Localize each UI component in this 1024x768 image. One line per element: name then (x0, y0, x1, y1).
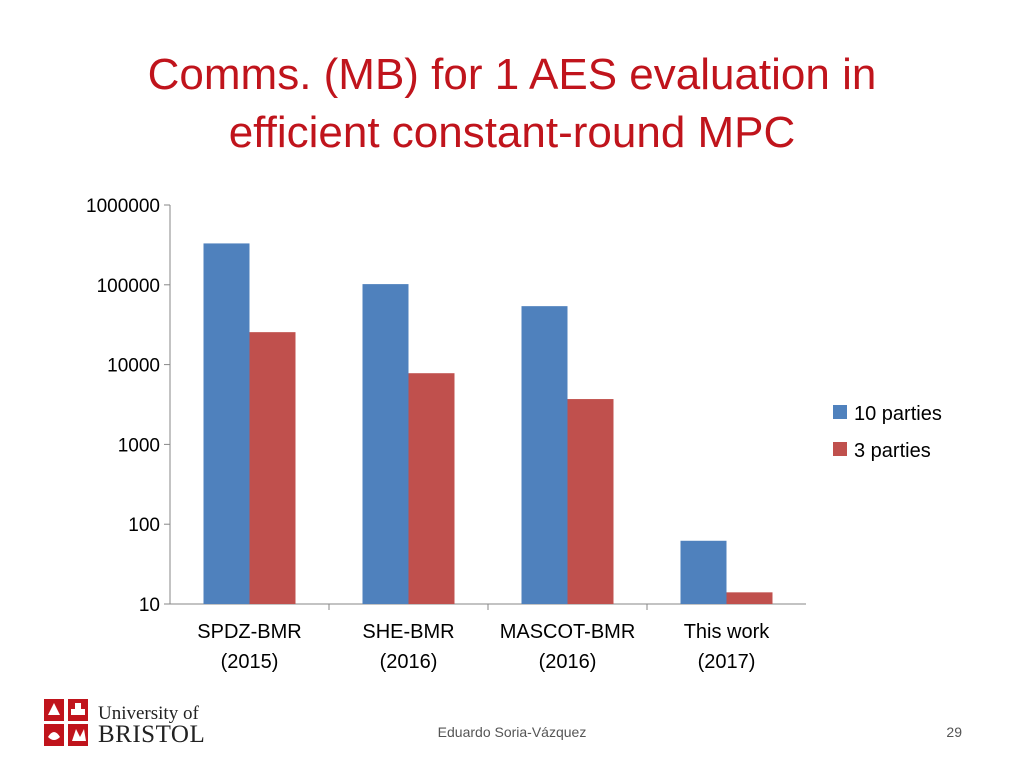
y-tick-label: 10000 (107, 356, 160, 377)
slide-title-line-1: Comms. (MB) for 1 AES evaluation in (147, 50, 877, 99)
legend-swatch (833, 405, 847, 419)
x-category-label: SHE-BMR (362, 621, 454, 643)
y-tick-label: 1000000 (86, 196, 160, 217)
legend-swatch (833, 442, 847, 456)
page-number: 29 (946, 724, 962, 740)
bar (680, 540, 727, 604)
y-tick-label: 10 (139, 595, 160, 616)
bar (726, 592, 773, 604)
chart-legend: 10 parties 3 parties (833, 403, 942, 462)
y-tick-label: 1000 (118, 435, 160, 456)
x-category-label: MASCOT-BMR (500, 621, 636, 643)
y-tick-label: 100 (128, 515, 160, 536)
footer-author: Eduardo Soria-Vázquez (437, 724, 587, 740)
bar (408, 373, 455, 604)
x-category-label: (2015) (221, 651, 279, 673)
bristol-crest-icon (44, 699, 88, 746)
chart-y-tick-labels: 10 100 1000 10000 100000 1000000 (86, 196, 160, 616)
bar-chart: 10 100 1000 10000 100000 1000000 SPDZ-BMR (201… (86, 196, 942, 673)
logo-text-bristol: BRISTOL (98, 721, 206, 748)
bar (362, 284, 409, 604)
slide-title-line-2: efficient constant-round MPC (228, 108, 796, 157)
legend-label: 3 parties (854, 440, 931, 462)
slide-title: Comms. (MB) for 1 AES evaluation in effi… (0, 46, 1024, 162)
bar (567, 399, 614, 604)
chart-category-labels: SPDZ-BMR (2015) SHE-BMR (2016) MASCOT-BMR (20… (197, 621, 770, 673)
x-category-label: SPDZ-BMR (197, 621, 301, 643)
x-category-label: (2016) (380, 651, 438, 673)
x-category-label: This work (684, 621, 771, 643)
x-category-label: (2016) (539, 651, 597, 673)
bar (203, 243, 250, 604)
y-tick-label: 100000 (97, 276, 160, 297)
chart-bars (203, 243, 773, 604)
bar (521, 306, 568, 604)
legend-label: 10 parties (854, 403, 942, 425)
logo-text-university: University of (98, 703, 199, 724)
bar (249, 332, 296, 604)
x-category-label: (2017) (698, 651, 756, 673)
university-logo: University of BRISTOL (42, 697, 217, 749)
